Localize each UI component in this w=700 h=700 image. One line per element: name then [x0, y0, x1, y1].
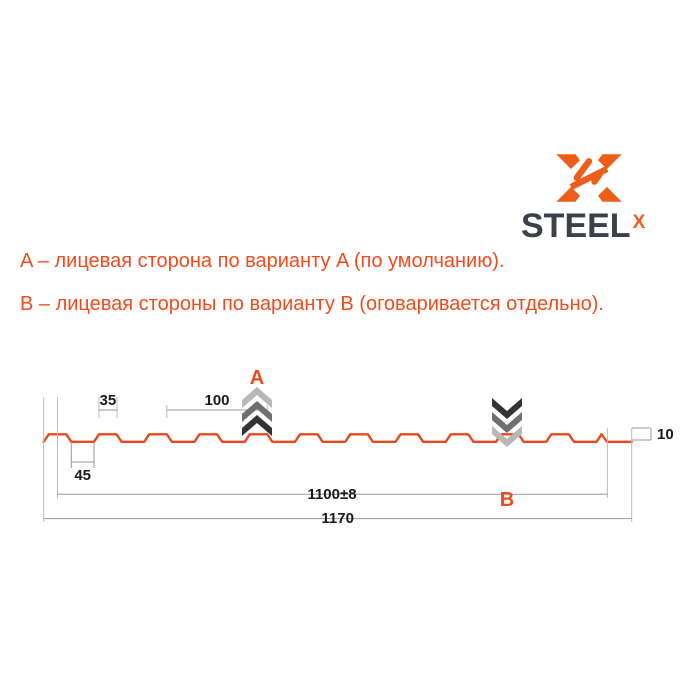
svg-text:A: A — [250, 367, 264, 389]
svg-text:1170: 1170 — [321, 510, 354, 527]
svg-text:1100±8: 1100±8 — [307, 486, 356, 503]
svg-text:10: 10 — [657, 426, 674, 443]
svg-text:45: 45 — [74, 467, 91, 484]
svg-text:100: 100 — [204, 392, 229, 409]
svg-text:B: B — [500, 489, 514, 511]
svg-text:35: 35 — [100, 392, 117, 409]
